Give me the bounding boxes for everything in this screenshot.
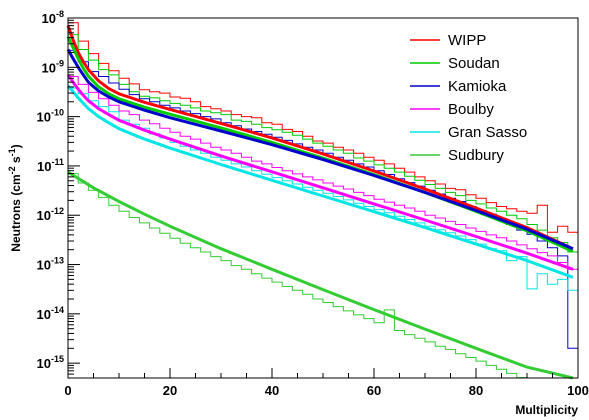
- y-tick-label: 10-10: [37, 108, 64, 125]
- y-axis-title-mid: s: [9, 156, 23, 166]
- y-axis-title: Neutrons (cm-2 s-1): [7, 144, 23, 251]
- fit-line-wipp: [66, 25, 574, 251]
- y-tick-label: 10-9: [42, 58, 64, 75]
- fit-line-kamioka: [66, 48, 574, 251]
- legend-label-wipp: WIPP: [448, 32, 486, 49]
- y-tick-label: 10-11: [37, 157, 64, 174]
- series-layer: [66, 22, 578, 380]
- y-axis-title-sup1: -2: [7, 166, 17, 174]
- y-axis-title-end: ): [9, 144, 23, 148]
- histogram-boulby: [68, 76, 578, 270]
- y-tick-label: 10-8: [42, 9, 64, 26]
- histogram-wipp: [68, 22, 578, 233]
- legend-label-kamioka: Kamioka: [448, 78, 507, 95]
- x-tick-label: 40: [265, 383, 279, 398]
- legend-label-sudbury: Sudbury: [448, 147, 504, 164]
- legend-label-soudan: Soudan: [448, 55, 500, 72]
- x-tick-label: 0: [64, 383, 71, 398]
- histogram-sudbury: [68, 173, 578, 379]
- y-tick-label: 10-14: [37, 305, 64, 322]
- y-tick-label: 10-15: [37, 354, 64, 371]
- tick-layer: 0 20 40 60 80 100 10-15 10-14 10-13 10-12 10-11 10-…: [37, 9, 589, 398]
- legend-label-boulby: Boulby: [448, 101, 494, 118]
- x-tick-label: 20: [163, 383, 177, 398]
- x-tick-label: 60: [367, 383, 381, 398]
- legend: WIPP Soudan Kamioka Boulby Gran Sasso Sudbury: [410, 32, 527, 164]
- fit-line-sudbury: [67, 170, 574, 380]
- fit-line-gran-sasso: [66, 84, 574, 279]
- y-axis-title-sup2: -1: [7, 148, 17, 156]
- fit-line-boulby: [66, 74, 574, 271]
- histogram-soudan: [68, 34, 578, 253]
- x-axis-title: Multiplicity: [515, 403, 578, 417]
- x-tick-label: 100: [567, 383, 589, 398]
- x-tick-label: 80: [469, 383, 483, 398]
- y-axis-title-main: Neutrons (cm: [9, 174, 23, 251]
- legend-label-gran-sasso: Gran Sasso: [448, 124, 527, 141]
- y-tick-label: 10-12: [37, 206, 64, 223]
- y-tick-label: 10-13: [37, 256, 64, 273]
